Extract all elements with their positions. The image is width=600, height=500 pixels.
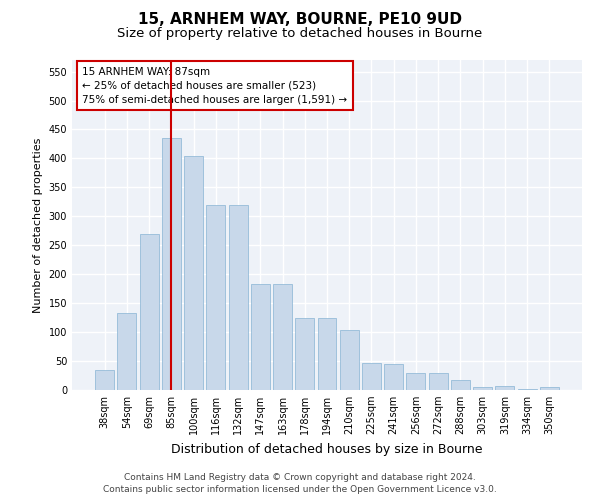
Bar [540,387,559,390]
Text: Contains HM Land Registry data © Crown copyright and database right 2024.
Contai: Contains HM Land Registry data © Crown c… [103,473,497,494]
Bar [295,318,314,390]
Bar [317,318,337,390]
Bar [518,389,536,390]
Bar [406,372,425,390]
Bar [206,204,225,390]
Bar [95,370,114,390]
Bar [118,313,136,390]
Bar [273,284,292,390]
Bar [340,330,359,390]
Text: 15 ARNHEM WAY: 87sqm
← 25% of detached houses are smaller (523)
75% of semi-deta: 15 ARNHEM WAY: 87sqm ← 25% of detached h… [82,66,347,104]
Bar [362,364,381,390]
Bar [162,138,181,390]
Bar [251,284,270,390]
Bar [429,372,448,390]
Y-axis label: Number of detached properties: Number of detached properties [33,138,43,312]
Bar [140,234,158,390]
Bar [451,380,470,390]
Bar [384,364,403,390]
Bar [473,387,492,390]
Text: 15, ARNHEM WAY, BOURNE, PE10 9UD: 15, ARNHEM WAY, BOURNE, PE10 9UD [138,12,462,28]
Text: Size of property relative to detached houses in Bourne: Size of property relative to detached ho… [118,28,482,40]
Bar [229,204,248,390]
Bar [496,386,514,390]
X-axis label: Distribution of detached houses by size in Bourne: Distribution of detached houses by size … [171,442,483,456]
Bar [184,156,203,390]
